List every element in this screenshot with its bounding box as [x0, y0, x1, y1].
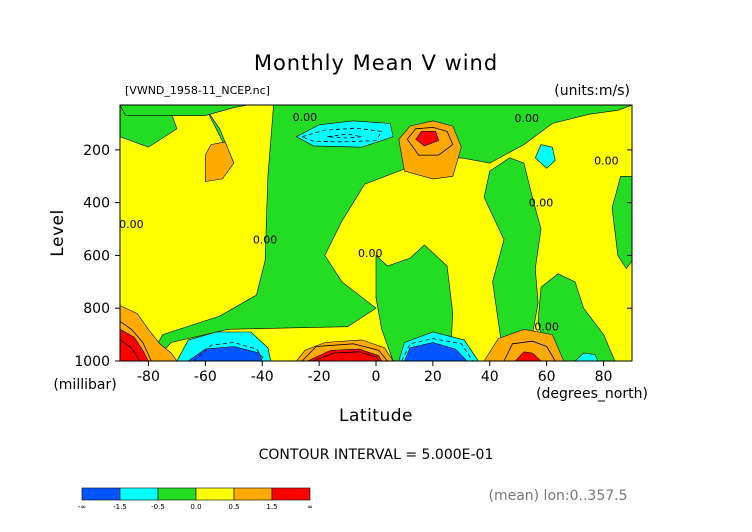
colorbar-label-4: 0.5 [228, 503, 239, 511]
region-neg-mid-12 [574, 352, 599, 361]
contour-line-6 [313, 351, 380, 361]
region-pos-large-21 [307, 348, 383, 361]
y-tick-label-200: 200 [83, 143, 110, 159]
x-tick-label--60: -60 [194, 369, 217, 385]
footnote-label: (mean) lon:0..357.5 [488, 488, 627, 504]
region-pos-small-16 [398, 120, 462, 180]
y-axis-label: Level [48, 209, 68, 256]
contour-label-0: 0.00 [293, 111, 318, 124]
units-label: (units:m/s) [554, 83, 630, 99]
contour-label-5: 0.00 [253, 234, 278, 247]
colorbar-label-3: 0.0 [190, 503, 201, 511]
contour-lines [120, 126, 556, 361]
region-pos-large-23 [514, 351, 542, 361]
contour-labels: 0.00 0.00 0.00 0.00 0.00 0.00 0.00 0.00 [119, 111, 619, 334]
x-tick-label-0: 0 [372, 369, 381, 385]
x-tick-label-40: 40 [481, 369, 499, 385]
colorbar-label-1: -1.5 [113, 503, 127, 511]
contour-line-0 [301, 127, 383, 143]
region-neg-large-14 [404, 342, 468, 361]
contour-line-9 [120, 339, 141, 361]
y-axis-units: (millibar) [53, 377, 116, 393]
colorbar-swatch-4 [233, 487, 273, 501]
x-axis-label: Latitude [339, 406, 413, 426]
x-tick-label-60: 60 [538, 369, 556, 385]
x-tick-label-20: 20 [424, 369, 442, 385]
contour-label-2: 0.00 [594, 154, 619, 167]
x-axis-units: (degrees_north) [536, 386, 648, 402]
chart-title: Monthly Mean V wind [254, 51, 498, 75]
x-tick-label-80: 80 [595, 369, 613, 385]
region-neg-small-3 [120, 105, 249, 116]
region-neg-small-7 [611, 176, 632, 270]
y-axis: 200 400 600 800 1000 [74, 143, 632, 370]
contour-label-3: 0.00 [529, 197, 554, 210]
y-tick-label-600: 600 [83, 248, 110, 264]
contour-line-3 [401, 338, 474, 361]
filled-regions [120, 105, 632, 361]
contour-label-4: 0.00 [119, 218, 144, 231]
contour-label-6: 0.00 [358, 247, 383, 260]
region-pos-small-18 [483, 328, 565, 361]
x-axis: -80 -60 -40 -20 0 20 40 60 80 [137, 361, 612, 385]
colorbar-swatch-1 [119, 487, 159, 501]
contour-line-5 [301, 343, 388, 361]
colorbar-swatch-2 [157, 487, 197, 501]
contour-line-2 [193, 342, 266, 361]
contour-line-8 [120, 321, 152, 361]
y-tick-label-800: 800 [83, 301, 110, 317]
colorbar-label-2: -0.5 [151, 503, 165, 511]
contour-line-7 [503, 340, 556, 361]
contour-label-1: 0.00 [515, 112, 540, 125]
region-pos-large-22 [415, 131, 439, 147]
colorbar-label-0: -∞ [78, 503, 86, 511]
x-tick-label--80: -80 [137, 369, 160, 385]
colorbar-label-5: 1.5 [266, 503, 277, 511]
region-neg-mid-9 [534, 144, 556, 169]
y-tick-label-400: 400 [83, 196, 110, 212]
y-tick-label-1000: 1000 [74, 354, 110, 370]
colorbar-label-6: ∞ [307, 503, 313, 511]
contour-label-7: 0.00 [534, 321, 559, 334]
region-pos-small-15 [205, 141, 235, 182]
dataset-label: [VWND_1958-11_NCEP.nc] [125, 84, 270, 97]
contour-interval-label: CONTOUR INTERVAL = 5.000E-01 [259, 447, 494, 463]
x-tick-label--20: -20 [308, 369, 331, 385]
contour-line-4 [406, 126, 454, 156]
region-neg-large-13 [187, 346, 263, 361]
region-pos-large-20 [120, 328, 149, 361]
colorbar: -∞ -1.5 -0.5 0.0 0.5 1.5 ∞ [78, 487, 313, 511]
x-tick-label--40: -40 [251, 369, 274, 385]
colorbar-swatch-5 [271, 487, 311, 501]
region-neg-small-2 [148, 105, 632, 361]
colorbar-swatch-0 [81, 487, 121, 501]
colorbar-swatch-3 [195, 487, 235, 501]
